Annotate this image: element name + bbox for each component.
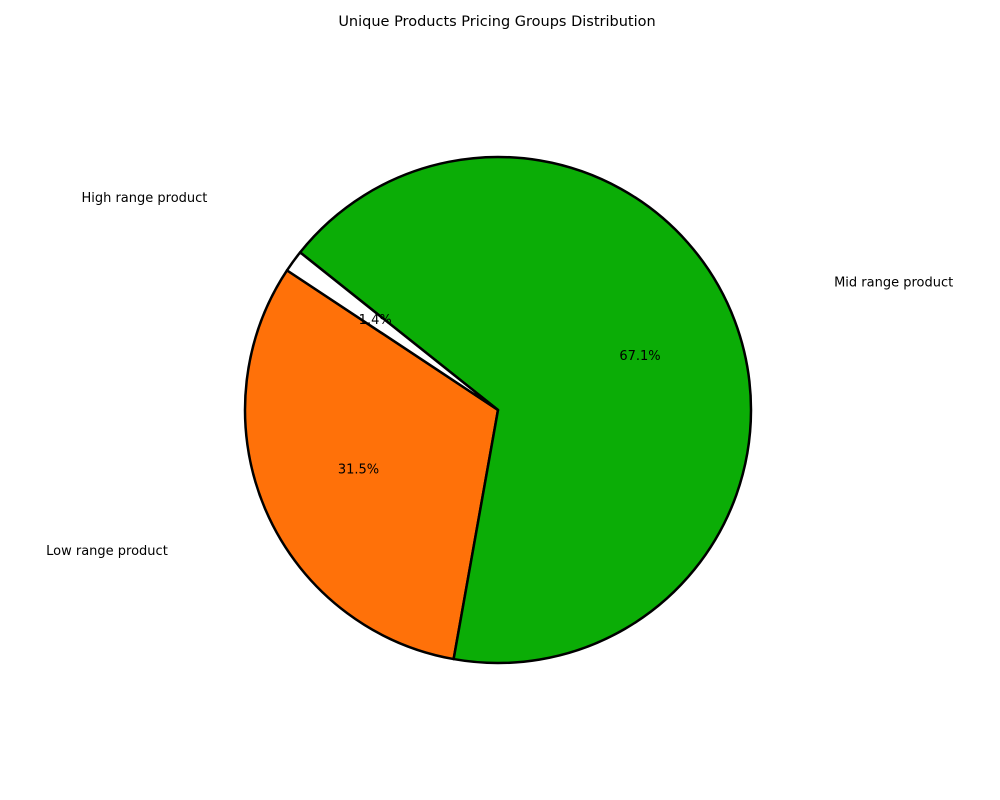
slice-label-low-range-product: Low range product	[46, 544, 168, 559]
pie-labels: Low range product 31.5% Mid range product 6…	[46, 191, 953, 559]
slice-label-mid-range-product: Mid range product	[834, 276, 953, 291]
pie-slices	[243, 155, 753, 665]
slice-label-high-range-product: High range product	[81, 191, 207, 206]
pie-slice-mid-range-product	[298, 155, 753, 665]
slice-percent-mid-range-product: 67.1%	[619, 349, 660, 364]
pie-slice-high-range-product	[285, 251, 500, 412]
slice-percent-low-range-product: 31.5%	[338, 462, 379, 477]
slice-percent-high-range-product: 1.4%	[359, 313, 392, 328]
chart-title: Unique Products Pricing Groups Distribut…	[338, 14, 655, 30]
pie-slice-low-range-product	[243, 269, 500, 661]
